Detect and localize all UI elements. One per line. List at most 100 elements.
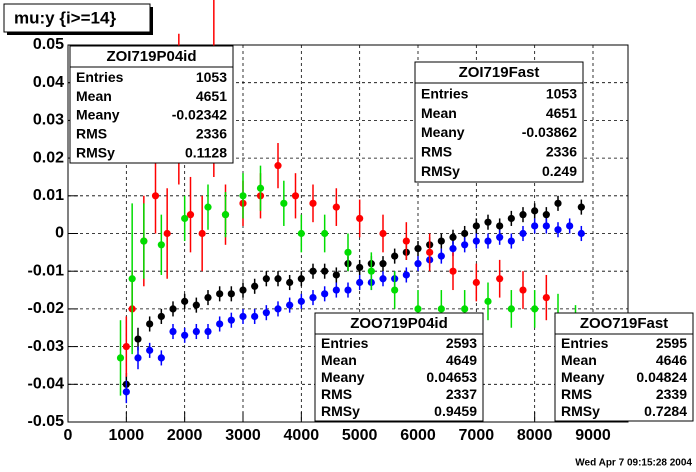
stat-value: 1053 xyxy=(546,85,577,101)
data-point xyxy=(239,286,247,294)
stat-value: 4651 xyxy=(196,88,227,104)
data-point xyxy=(414,244,422,253)
y-tick-label: 0.01 xyxy=(33,187,64,204)
data-point xyxy=(181,297,189,305)
data-point xyxy=(461,229,469,238)
x-tick-label: 2000 xyxy=(167,427,203,444)
data-point xyxy=(309,199,317,207)
stat-label: Entries xyxy=(76,69,124,85)
stat-label: Entries xyxy=(421,85,469,101)
data-point xyxy=(134,354,142,362)
data-point xyxy=(309,267,317,275)
data-point xyxy=(221,211,230,219)
data-point xyxy=(122,388,130,396)
data-point xyxy=(321,267,329,275)
data-point xyxy=(286,278,294,287)
data-point xyxy=(449,244,457,253)
stat-box-title: ZOI719P04id xyxy=(106,48,196,65)
stat-label: RMSy xyxy=(561,403,600,419)
data-point xyxy=(251,312,259,321)
data-point xyxy=(402,271,410,279)
stat-value: 4649 xyxy=(446,352,477,368)
x-tick-label: 6000 xyxy=(400,427,436,444)
stat-value: 4651 xyxy=(546,105,577,121)
data-point xyxy=(496,275,504,283)
data-point xyxy=(356,263,364,272)
data-point xyxy=(344,248,352,256)
data-point xyxy=(274,275,282,283)
stat-value: 2595 xyxy=(656,335,687,351)
data-point xyxy=(321,229,329,238)
data-point xyxy=(519,211,527,219)
data-point xyxy=(449,233,457,241)
stat-box: ZOI719P04id Entries 1053 Mean 4651 Meany -0.02… xyxy=(69,45,234,164)
stat-label: Mean xyxy=(421,105,457,121)
data-point xyxy=(379,260,387,268)
data-point xyxy=(437,237,445,245)
data-point xyxy=(262,275,270,283)
data-point xyxy=(542,211,550,219)
x-tick-label: 1000 xyxy=(109,427,145,444)
y-tick-label: 0.05 xyxy=(33,36,64,53)
stat-box-frame xyxy=(554,312,694,422)
stat-label: RMS xyxy=(421,144,452,160)
data-point xyxy=(519,229,527,238)
stat-box-frame xyxy=(314,312,484,422)
data-point xyxy=(391,286,399,294)
data-point xyxy=(291,192,300,200)
data-point xyxy=(204,203,212,211)
y-tick-label: 0.04 xyxy=(33,74,64,91)
data-point xyxy=(297,275,305,283)
stat-label: Mean xyxy=(561,352,597,368)
data-point xyxy=(181,331,189,339)
stat-label: Mean xyxy=(76,88,112,104)
data-point xyxy=(414,305,422,313)
stat-label: Meany xyxy=(421,124,465,140)
data-point xyxy=(554,199,562,207)
y-tick-label: 0.02 xyxy=(33,149,64,166)
stat-box-frame xyxy=(69,45,234,164)
stat-value: 0.249 xyxy=(542,163,577,179)
data-point xyxy=(204,327,212,336)
data-point xyxy=(134,335,142,343)
data-point xyxy=(239,192,247,200)
data-point xyxy=(507,214,515,223)
data-point xyxy=(239,312,247,321)
data-point xyxy=(484,297,492,305)
x-tick-label: 7000 xyxy=(459,427,495,444)
x-tick-label: 4000 xyxy=(284,427,320,444)
y-tick-label: 0 xyxy=(55,225,64,242)
data-point xyxy=(198,229,206,238)
data-point xyxy=(146,346,154,354)
data-point xyxy=(227,316,235,324)
stat-value: 4646 xyxy=(656,352,687,368)
timestamp: Wed Apr 7 09:15:28 2004 xyxy=(575,458,692,469)
data-point xyxy=(181,214,189,223)
data-point xyxy=(274,162,282,170)
data-point xyxy=(379,229,387,238)
data-point xyxy=(309,293,317,302)
data-point xyxy=(227,290,235,298)
y-tick-label: -0.05 xyxy=(28,413,65,430)
data-point xyxy=(531,305,539,313)
stat-value: 0.7284 xyxy=(644,403,687,419)
data-point xyxy=(566,222,574,230)
data-point xyxy=(437,305,445,313)
data-point xyxy=(332,203,340,211)
y-tick-label: -0.04 xyxy=(28,376,65,393)
stat-label: RMSy xyxy=(76,144,115,160)
data-point xyxy=(216,320,224,328)
stat-label: Meany xyxy=(321,369,365,385)
data-point xyxy=(356,278,364,287)
stat-label: RMSy xyxy=(421,163,460,179)
y-tick-label: 0.03 xyxy=(33,112,64,129)
data-point xyxy=(507,305,515,313)
chart-title: mu:y {i>=14} xyxy=(14,8,116,27)
data-point xyxy=(367,267,375,275)
data-point xyxy=(192,301,200,309)
x-tick-label: 3000 xyxy=(225,427,261,444)
data-point xyxy=(542,222,550,230)
data-point xyxy=(426,248,434,256)
stat-value: 1053 xyxy=(196,69,227,85)
data-point xyxy=(461,241,469,249)
